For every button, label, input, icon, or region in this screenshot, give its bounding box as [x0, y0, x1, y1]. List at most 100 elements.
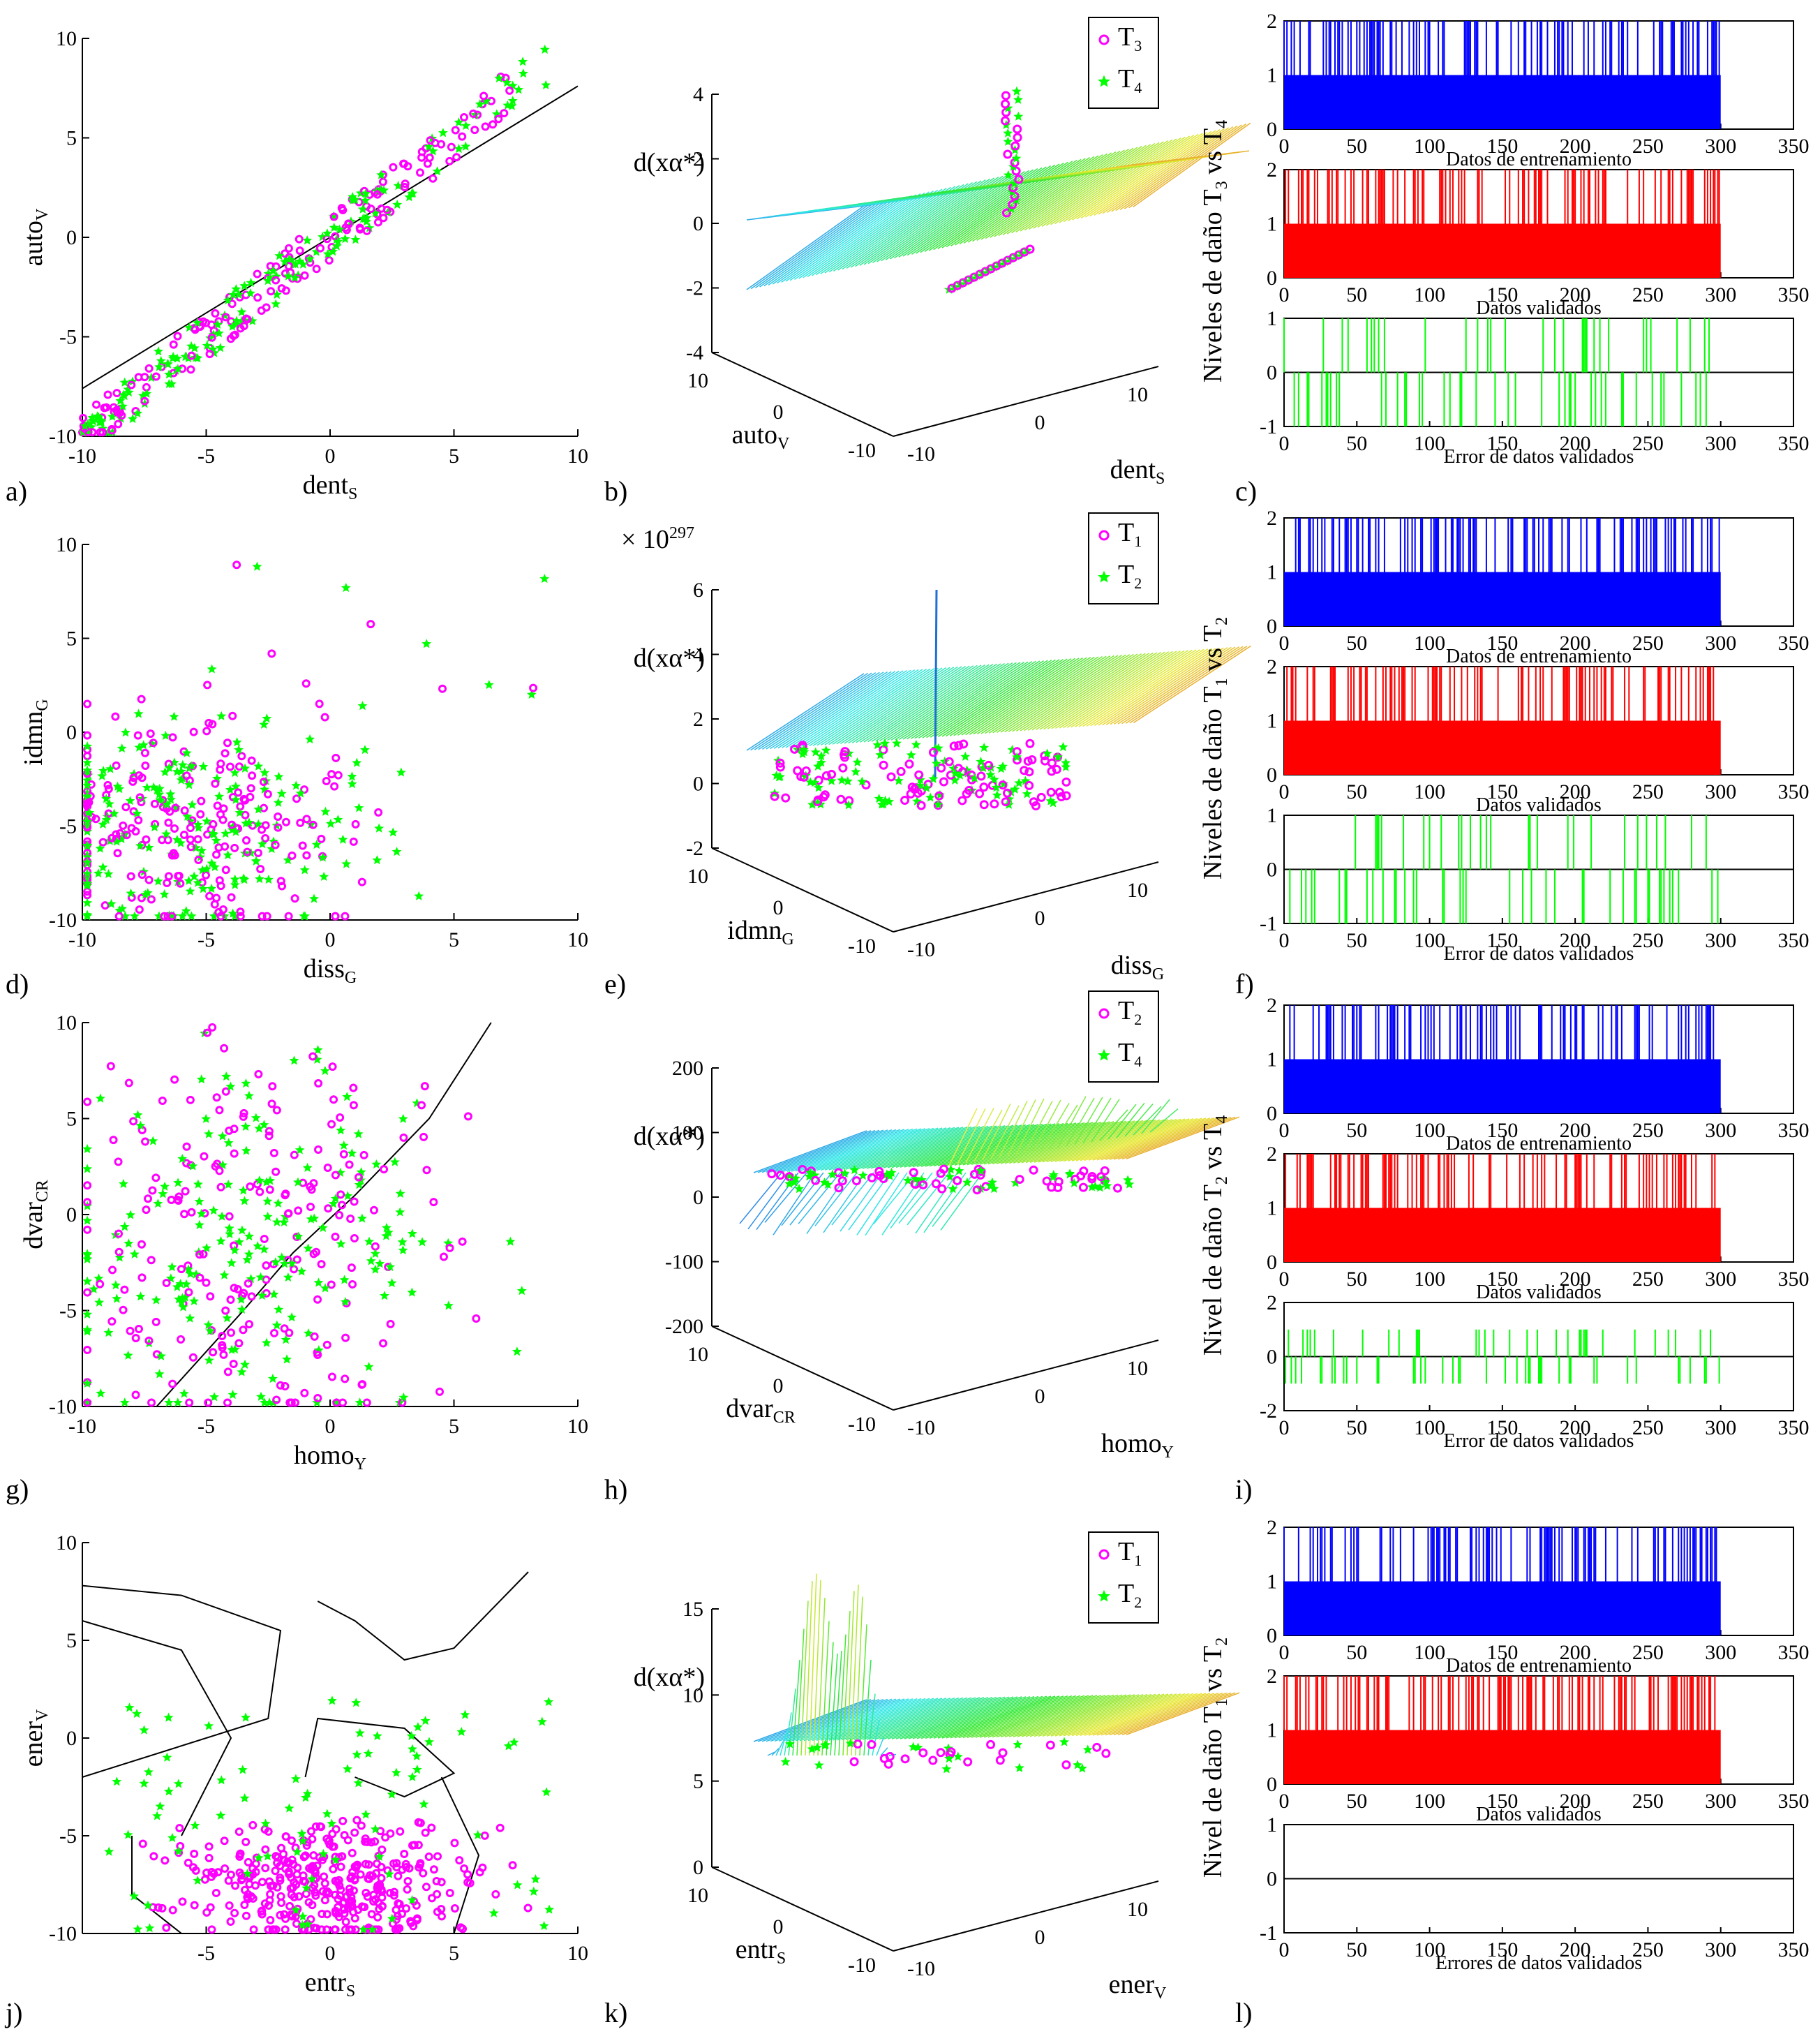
point-T2	[221, 1306, 230, 1315]
point-T2	[299, 865, 310, 875]
surface-line	[855, 1596, 863, 1756]
point-class-a	[827, 769, 837, 779]
surface-line	[1078, 649, 1197, 727]
point-T3	[267, 287, 276, 296]
point-T4	[461, 120, 471, 131]
point-T2	[207, 883, 217, 893]
decision-contour	[440, 1776, 480, 1934]
x-tick-label: 300	[1705, 1119, 1736, 1142]
surface-line	[1126, 1116, 1240, 1159]
point-T2	[386, 1319, 395, 1328]
point-T2	[313, 1394, 322, 1403]
surface-line	[962, 1122, 1077, 1166]
point-T2	[219, 1350, 228, 1359]
point-T4	[185, 1313, 195, 1323]
x-tick-label: 300	[1705, 632, 1736, 655]
point-T2	[374, 1851, 385, 1862]
point-T2	[177, 911, 188, 921]
surface-line	[1063, 650, 1181, 729]
point-class-b	[1073, 1760, 1082, 1769]
x-tick-label: -10	[68, 445, 96, 468]
point-class-b	[950, 768, 960, 778]
surface-line	[834, 1651, 842, 1756]
surface-line	[862, 1697, 976, 1740]
point-T2	[322, 1809, 332, 1818]
point-T1	[236, 802, 245, 811]
y-tick-label: 1	[1267, 804, 1277, 827]
point-T2	[202, 863, 212, 874]
point-class-b	[875, 750, 886, 759]
point-T3	[481, 122, 490, 131]
point-class-b	[1061, 757, 1071, 767]
point-T3	[284, 244, 293, 253]
z-tick-label: -2	[686, 277, 703, 300]
legend-marker-circle	[1098, 530, 1110, 541]
surface-line	[1102, 647, 1221, 726]
y-axis-label-text: Nivel de daño T2 vs T4	[1198, 1115, 1231, 1356]
surface-line	[1072, 135, 1191, 221]
surface-line	[1133, 122, 1251, 207]
point-T2	[245, 1320, 254, 1329]
point-T1	[381, 1833, 390, 1842]
point-T1	[366, 620, 375, 629]
point-T1	[112, 761, 121, 770]
point-T4	[290, 272, 300, 282]
point-T2	[528, 1886, 539, 1896]
panel-label-d: d)	[6, 968, 29, 1000]
surface-line	[1105, 647, 1224, 725]
point-T2	[285, 1328, 294, 1337]
point-T2	[173, 1846, 184, 1856]
point-T4	[432, 166, 442, 176]
panel-label-e: e)	[604, 968, 627, 1000]
point-T4	[241, 1145, 251, 1155]
point-T4	[217, 1211, 228, 1221]
point-class-a	[1061, 791, 1071, 801]
point-T2	[350, 1234, 359, 1243]
surface-line	[830, 1653, 838, 1756]
point-T2	[445, 1243, 454, 1252]
point-T1	[282, 817, 291, 826]
z-tick-label: 6	[693, 579, 703, 602]
y-axis-label-d: idmnG	[19, 699, 52, 765]
surface-line	[988, 655, 1107, 734]
point-T4	[353, 1129, 364, 1138]
point-T3	[271, 276, 281, 285]
point-class-b	[877, 799, 887, 809]
y-axis-label-text: Niveles de daño T3 vs T4	[1198, 120, 1231, 383]
x-tick-label: 150	[1486, 1119, 1518, 1142]
point-class-a	[900, 796, 910, 806]
z-tick-label: 10	[682, 1684, 703, 1707]
surface-line	[766, 671, 884, 750]
point-T2	[387, 1913, 397, 1923]
point-T2	[360, 745, 370, 755]
point-class-a	[1015, 1175, 1024, 1185]
point-T2	[306, 1203, 315, 1212]
point-T3	[366, 205, 375, 214]
point-T2	[305, 734, 315, 744]
x-tick-label: 350	[1778, 929, 1810, 952]
point-T1	[204, 1853, 214, 1862]
point-T2	[162, 1752, 172, 1762]
point-class-a	[1052, 764, 1061, 774]
point-T1	[204, 1842, 214, 1851]
point-T4	[340, 234, 350, 244]
point-T2	[252, 561, 262, 571]
point-T2	[269, 1148, 278, 1157]
point-T2	[149, 822, 160, 832]
surface-line	[838, 1634, 846, 1756]
point-T2	[318, 1848, 329, 1858]
point-T1	[237, 752, 246, 761]
point-T2	[230, 874, 240, 884]
point-T4	[408, 188, 418, 198]
point-class-a	[918, 1180, 928, 1189]
point-class-a	[913, 788, 923, 798]
point-T4	[256, 1391, 266, 1401]
surface-line	[925, 1695, 1039, 1739]
surface-line	[887, 1125, 1001, 1168]
panel-label-a: a)	[6, 475, 28, 507]
point-T2	[463, 1112, 472, 1121]
point-T2	[141, 1137, 150, 1146]
surface-line	[1091, 1099, 1120, 1143]
point-T4	[438, 128, 448, 138]
point-T1	[311, 1822, 320, 1831]
